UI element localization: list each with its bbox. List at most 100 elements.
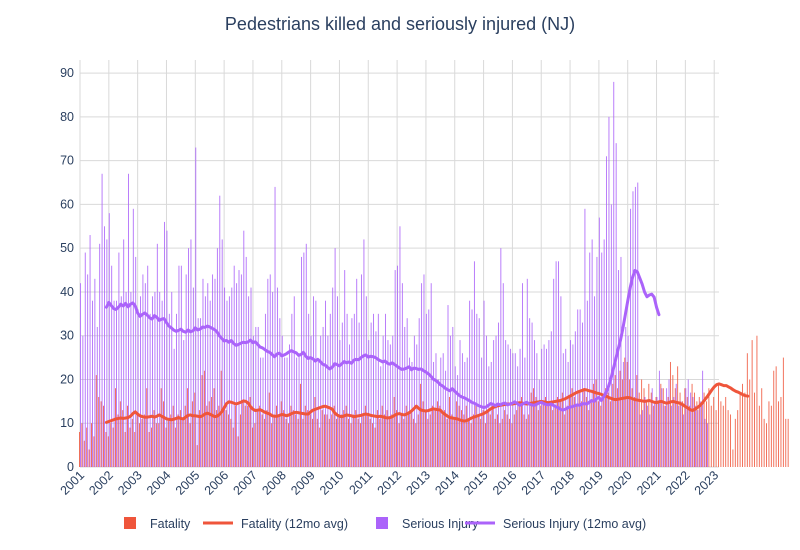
bar	[768, 401, 770, 467]
x-tick-label: 2011	[346, 468, 375, 497]
bar	[682, 401, 683, 467]
bar	[446, 418, 448, 467]
legend-item[interactable]: Fatality (12mo avg)	[203, 517, 348, 531]
bar	[501, 418, 503, 467]
bar	[624, 357, 626, 467]
bar	[153, 410, 155, 467]
bar	[203, 370, 205, 467]
bar	[363, 239, 365, 467]
bar	[511, 423, 513, 467]
bar	[782, 357, 784, 467]
bar	[432, 405, 434, 467]
bar	[775, 366, 777, 467]
bar	[684, 388, 686, 467]
bar	[468, 418, 470, 467]
bar	[621, 379, 623, 467]
bar	[582, 322, 583, 467]
bar	[679, 392, 681, 467]
bar	[518, 405, 520, 467]
x-tick-label: 2008	[259, 468, 289, 498]
bar	[627, 335, 629, 467]
bar	[706, 401, 707, 467]
bar	[663, 405, 665, 467]
bar	[630, 208, 632, 468]
y-tick-label: 90	[60, 66, 74, 80]
bar	[766, 423, 767, 467]
bar	[458, 405, 460, 467]
bar	[149, 313, 151, 467]
bar	[593, 383, 595, 467]
bar	[252, 427, 253, 467]
bar	[352, 414, 354, 467]
bar	[136, 414, 138, 467]
bar	[256, 410, 258, 467]
bar	[751, 340, 753, 467]
bar	[291, 313, 293, 467]
bar	[412, 418, 414, 467]
bar	[626, 361, 628, 467]
bar	[235, 405, 237, 467]
chart-title: Pedestrians killed and seriously injured…	[225, 14, 575, 34]
bar	[561, 392, 563, 467]
bar	[778, 401, 780, 467]
bar	[617, 388, 619, 467]
bar	[425, 313, 427, 467]
legend[interactable]: Fatality Fatality (12mo avg) Serious Injur…	[124, 517, 646, 531]
bar	[573, 396, 575, 467]
bar	[339, 340, 341, 467]
bar	[345, 405, 347, 467]
bar	[780, 396, 782, 467]
legend-item[interactable]: Serious Injury	[376, 517, 479, 531]
bar	[513, 414, 515, 467]
bar	[297, 418, 299, 467]
bar	[373, 313, 374, 467]
bar	[567, 361, 569, 467]
bar	[704, 418, 706, 467]
bar	[387, 340, 389, 467]
bar	[327, 335, 329, 467]
bar	[660, 383, 662, 467]
bar	[83, 440, 85, 467]
bar	[252, 335, 254, 467]
bar	[413, 335, 415, 467]
bar	[559, 401, 561, 467]
bar	[381, 405, 383, 467]
bar	[554, 405, 556, 467]
bar	[706, 423, 708, 467]
bar	[466, 357, 468, 467]
bar	[107, 436, 109, 467]
bar	[595, 379, 597, 467]
bar	[113, 300, 115, 467]
x-tick-label: 2018	[548, 468, 578, 498]
bar	[276, 287, 278, 467]
bar	[476, 313, 478, 467]
bar	[111, 265, 113, 467]
bar	[175, 427, 177, 467]
bar	[336, 418, 337, 467]
bar	[372, 423, 374, 467]
bar	[351, 318, 353, 467]
bar	[190, 239, 192, 467]
bar	[321, 410, 323, 467]
x-tick-label: 2004	[144, 468, 174, 498]
bar	[106, 239, 108, 467]
bar	[148, 431, 150, 467]
bar	[140, 296, 141, 467]
legend-item[interactable]: Serious Injury (12mo avg)	[465, 517, 646, 531]
bar	[182, 418, 184, 467]
bar	[694, 405, 696, 467]
bar	[606, 156, 607, 467]
bar	[691, 383, 693, 467]
bar	[285, 418, 287, 467]
bar	[269, 274, 271, 467]
bar	[369, 418, 371, 467]
bar	[127, 405, 128, 467]
bar	[295, 414, 297, 467]
bar	[464, 361, 466, 467]
bar	[612, 383, 614, 467]
bar	[754, 392, 755, 467]
bar	[92, 300, 93, 467]
bar	[510, 348, 511, 467]
legend-item[interactable]: Fatality	[124, 517, 191, 531]
x-tick-label: 2002	[86, 468, 116, 498]
